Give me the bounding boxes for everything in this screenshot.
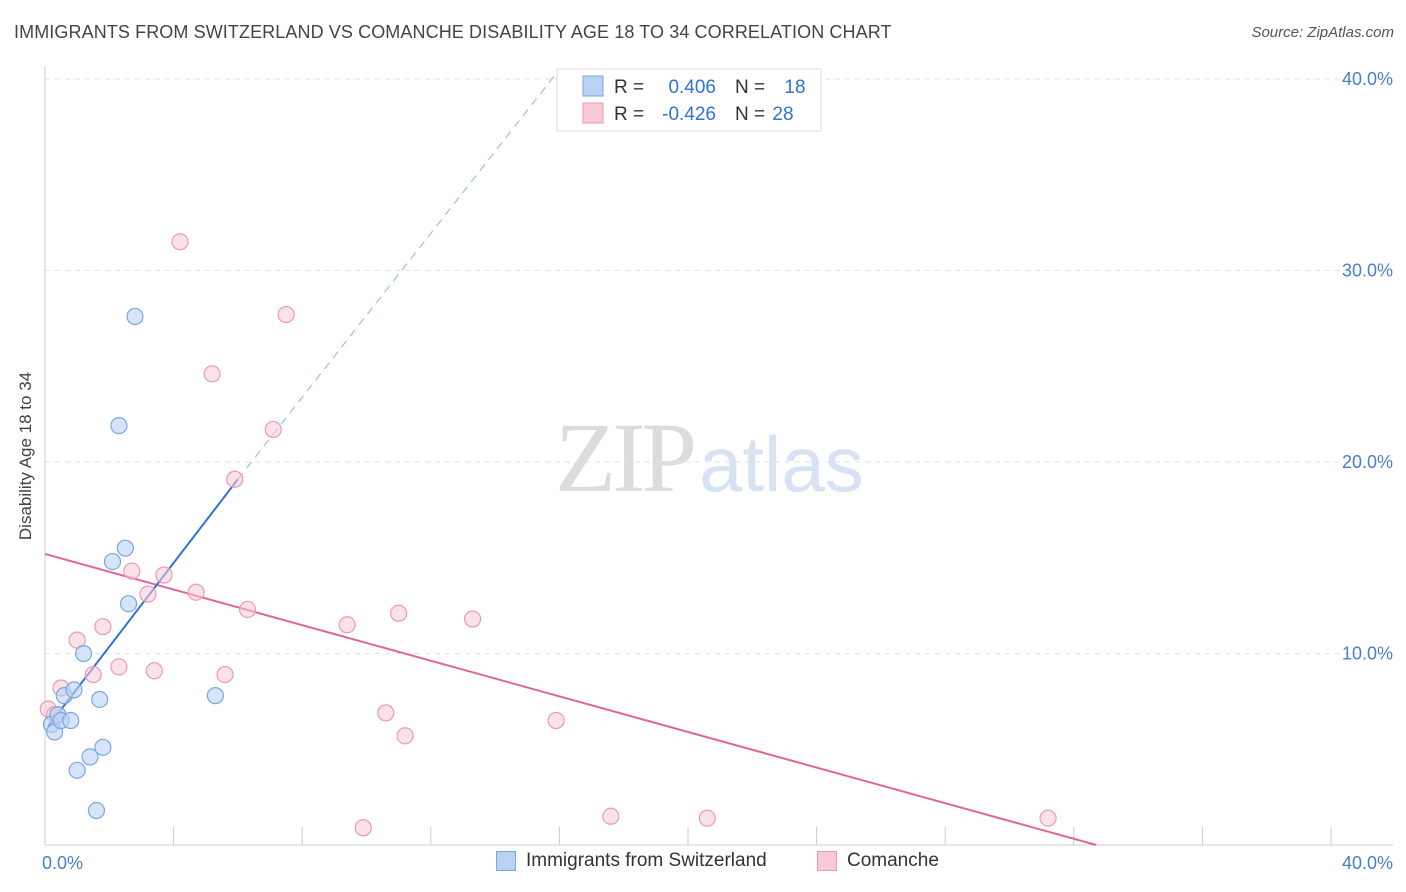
legend-n-value-2: 28 xyxy=(772,104,793,125)
switzerland-point xyxy=(94,738,112,756)
comanche-point xyxy=(171,233,189,251)
x-tick-label: 40.0% xyxy=(1342,853,1393,873)
comanche-point xyxy=(277,305,295,324)
comanche-point xyxy=(216,665,234,684)
comanche-point xyxy=(396,727,414,745)
comanche-trend-line xyxy=(44,552,1097,846)
swatch-pink xyxy=(817,851,837,871)
comanche-points xyxy=(39,233,1057,837)
switzerland-point xyxy=(68,761,86,779)
y-tick-label: 30.0% xyxy=(1342,261,1393,281)
comanche-point xyxy=(139,585,157,603)
switzerland-point xyxy=(126,307,144,326)
switzerland-point xyxy=(87,801,106,820)
bottom-legend-label-comanche: Comanche xyxy=(847,850,939,871)
y-tick-label: 20.0% xyxy=(1342,452,1393,472)
tick-labels: 10.0% 20.0% 30.0% 40.0% 0.0% 40.0% xyxy=(42,69,1393,873)
comanche-point xyxy=(238,600,257,619)
switzerland-point xyxy=(91,690,109,709)
comanche-point xyxy=(377,704,395,722)
legend-n-value-1: 18 xyxy=(784,77,805,98)
legend-swatch-pink xyxy=(582,102,604,124)
comanche-point xyxy=(187,583,205,601)
comanche-point xyxy=(354,819,372,837)
watermark: ZIPatlas xyxy=(555,400,864,515)
switzerland-point xyxy=(116,539,134,557)
grid-lines xyxy=(45,78,1361,654)
watermark-atlas: atlas xyxy=(699,420,864,508)
comanche-point xyxy=(155,566,173,584)
bottom-legend-label-switzerland: Immigrants from Switzerland xyxy=(526,850,767,871)
switzerland-point xyxy=(65,681,83,699)
comanche-point xyxy=(698,809,716,827)
switzerland-trend-extension xyxy=(237,69,560,480)
watermark-zip: ZIP xyxy=(555,402,697,513)
legend-n-label-2: N = xyxy=(735,104,765,125)
y-tick-label: 40.0% xyxy=(1342,69,1393,89)
comanche-point xyxy=(547,711,565,730)
bottom-legend-switzerland[interactable]: Immigrants from Switzerland xyxy=(496,850,767,872)
switzerland-point xyxy=(81,748,99,766)
comanche-point xyxy=(110,658,128,676)
legend-n-label-1: N = xyxy=(735,77,765,98)
y-tick-label: 10.0% xyxy=(1342,644,1393,664)
switzerland-point xyxy=(206,687,224,705)
switzerland-points xyxy=(42,307,224,820)
chart-title: IMMIGRANTS FROM SWITZERLAND VS COMANCHE … xyxy=(14,22,892,42)
comanche-point xyxy=(203,365,221,383)
comanche-point xyxy=(226,470,244,488)
switzerland-point xyxy=(62,711,80,730)
legend-r-value-1: 0.406 xyxy=(668,77,716,98)
comanche-point xyxy=(94,618,112,636)
comanche-point xyxy=(264,420,282,439)
comanche-point xyxy=(390,604,408,622)
switzerland-point xyxy=(74,644,93,663)
comanche-point xyxy=(123,562,141,580)
x-tick-label: 0.0% xyxy=(42,853,83,873)
legend-box: R = 0.406 N = 18 R = -0.426 N = 28 xyxy=(556,68,822,132)
comanche-point xyxy=(145,662,163,680)
bottom-legend-comanche[interactable]: Comanche xyxy=(817,850,939,872)
comanche-point xyxy=(1039,809,1057,827)
legend-swatch-blue xyxy=(582,75,604,97)
switzerland-point xyxy=(103,552,122,571)
comanche-point xyxy=(84,665,102,684)
legend-r-value-2: -0.426 xyxy=(662,104,716,125)
legend-r-label-1: R = xyxy=(614,77,644,98)
switzerland-point xyxy=(110,417,128,435)
legend-r-label-2: R = xyxy=(614,104,644,125)
source-label[interactable]: Source: ZipAtlas.com xyxy=(1251,24,1394,41)
bottom-legend: Immigrants from Switzerland Comanche xyxy=(0,850,1406,880)
swatch-blue xyxy=(496,851,516,871)
trend-lines xyxy=(44,69,1097,846)
comanche-point xyxy=(463,610,482,628)
axes xyxy=(44,66,1393,846)
comanche-point xyxy=(338,616,356,634)
switzerland-point xyxy=(119,595,138,613)
comanche-point xyxy=(602,807,620,825)
